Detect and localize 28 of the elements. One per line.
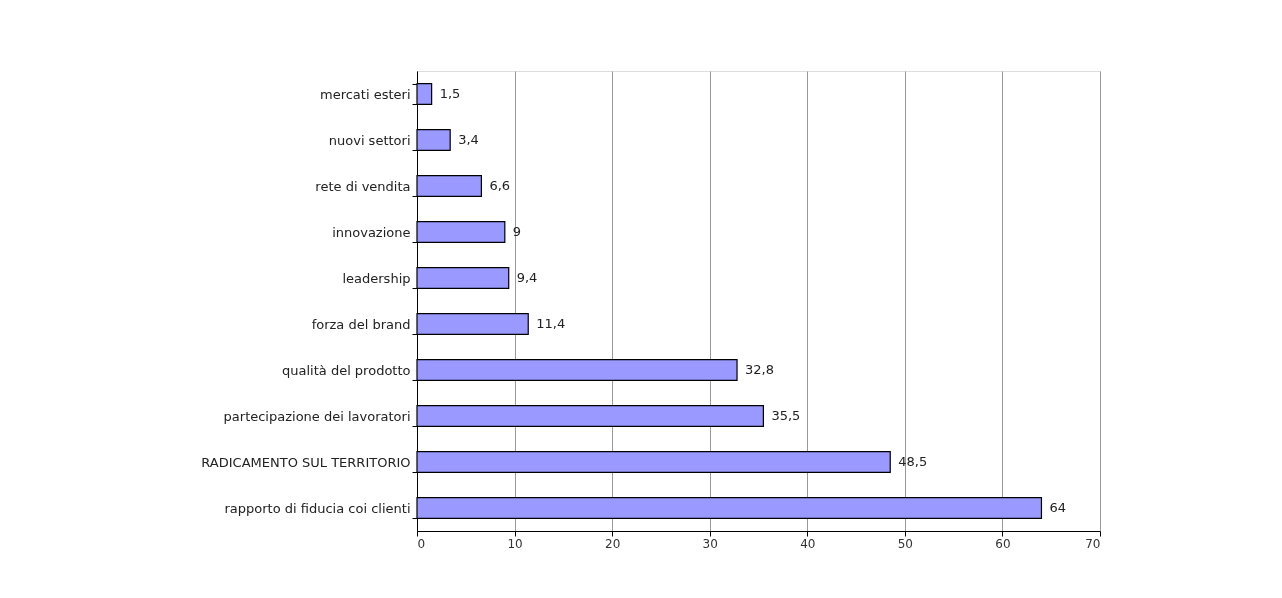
data-label: 6,6 — [489, 178, 511, 193]
data-label: 9 — [512, 224, 522, 239]
y-tick-label: forza del brand — [311, 316, 411, 332]
data-label: 35,5 — [771, 408, 801, 423]
y-tick-label: rapporto di fiducia coi clienti — [224, 500, 411, 516]
data-label: 9,4 — [516, 270, 538, 285]
data-label: 48,5 — [898, 454, 928, 469]
x-tick-label: 50 — [897, 536, 913, 551]
x-tick-label: 0 — [417, 536, 426, 551]
x-tick-label: 40 — [800, 536, 816, 551]
x-tick-label: 60 — [995, 536, 1011, 551]
y-tick-label: RADICAMENTO SUL TERRITORIO — [201, 454, 411, 470]
y-tick-label: leadership — [342, 270, 411, 286]
y-tick-label: rete di vendita — [315, 178, 411, 194]
x-tick-label: 70 — [1085, 536, 1101, 551]
y-tick-label: mercati esteri — [320, 86, 411, 102]
y-tick-label: nuovi settori — [328, 132, 411, 148]
data-label: 11,4 — [536, 316, 566, 331]
y-tick-label: partecipazione dei lavoratori — [223, 408, 411, 424]
y-tick-label: innovazione — [332, 224, 411, 240]
x-tick-label: 30 — [702, 536, 718, 551]
data-label: 64 — [1049, 500, 1066, 515]
data-label: 3,4 — [458, 132, 479, 147]
data-label: 32,8 — [745, 362, 774, 377]
y-tick-label: qualità del prodotto — [282, 362, 411, 378]
data-label: 1,5 — [439, 86, 461, 101]
x-tick-label: 20 — [605, 536, 621, 551]
x-tick-label: 10 — [507, 536, 523, 551]
